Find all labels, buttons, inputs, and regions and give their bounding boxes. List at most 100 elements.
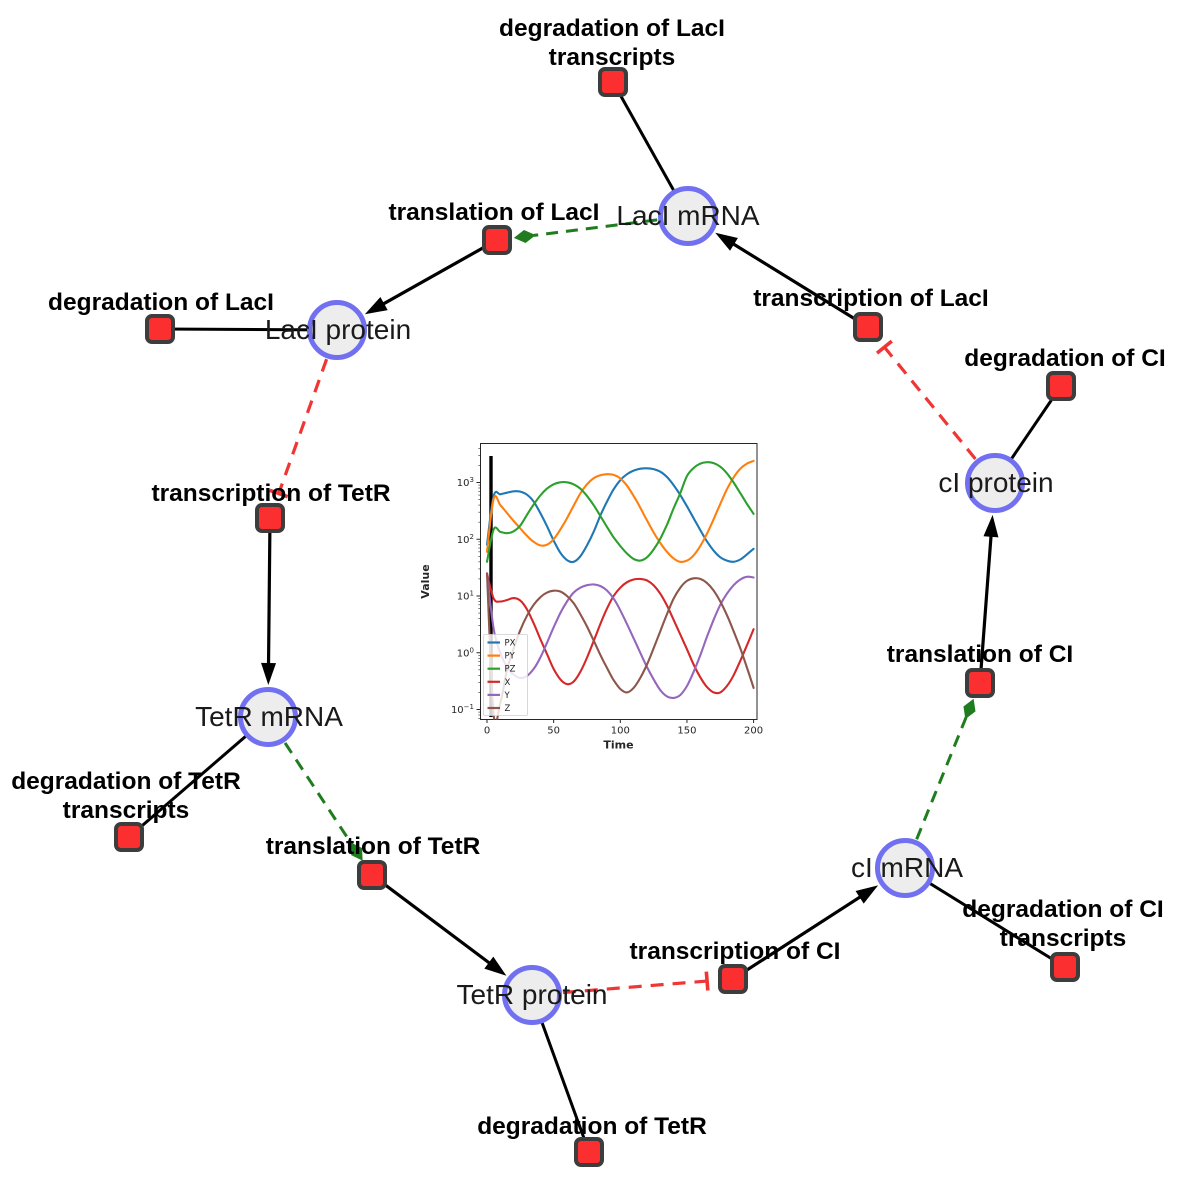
reaction-label-line: transcription of TetR	[151, 480, 390, 507]
simulation-plot: 0 50 100 150 20010−1100101102103TimeValuePXP…	[419, 436, 775, 766]
edge-production-tln_ci-to-ci_protein	[978, 528, 994, 684]
edge-production-txn_laci-to-laci_mrna	[726, 238, 869, 329]
edge-production-txn_ci-to-ci_mrna	[732, 891, 868, 981]
edge-production-tln_tetr-to-tetr_protein	[371, 873, 497, 969]
labels-layer: LacI mRNA LacI protein TetR mRNA TetR prote…	[11, 15, 1166, 1140]
series-Z	[485, 572, 755, 720]
reaction-label-line: translation of TetR	[266, 833, 481, 860]
y-tick-exponent: 3	[470, 476, 474, 484]
edge-inhibition-tetr_protein-to-txn_ci	[562, 979, 708, 995]
legend-entry-X: X	[505, 678, 511, 688]
y-tick-base: 10	[457, 478, 470, 489]
y-tick-label-10e0: 100	[457, 646, 474, 659]
y-tick-exponent: −1	[464, 703, 474, 711]
reaction-label-line: degradation of LacI	[499, 15, 725, 42]
reaction-node-tln_tetr[interactable]	[357, 860, 387, 890]
edge-modifier-ci_mrna-to-tln_ci-diamond-head	[963, 698, 976, 720]
y-tick-base: 10	[451, 705, 464, 716]
y-tick-base: 10	[457, 535, 470, 546]
y-tick-label-10e3: 103	[457, 476, 474, 489]
legend-entry-PX: PX	[505, 639, 516, 649]
plot-legend: PX PY PZ XYZ	[483, 634, 528, 716]
x-tick-label-150: 150	[677, 726, 696, 737]
edge-consumption-tetr_mrna-to-deg_tetr_tx	[128, 715, 269, 839]
nodes-layer	[114, 67, 1080, 1167]
reaction-label-tln_laci: translation of LacI	[388, 199, 599, 226]
reaction-node-deg_tetr_tx[interactable]	[114, 822, 144, 852]
reaction-label-line: transcripts	[549, 44, 676, 71]
reaction-label-txn_ci: transcription of CI	[630, 938, 841, 965]
reaction-label-line: translation of CI	[887, 641, 1073, 668]
reaction-node-deg_laci[interactable]	[145, 314, 175, 344]
reaction-label-line: degradation of CI	[962, 896, 1163, 923]
edge-production-tln_tetr-to-tetr_protein-arrowhead	[484, 956, 507, 976]
y-tick-base: 10	[457, 648, 470, 659]
reaction-label-line: degradation of TetR	[477, 1113, 707, 1140]
reaction-node-txn_tetr[interactable]	[255, 503, 285, 533]
legend-entry-Z: Z	[505, 704, 511, 714]
reaction-node-tln_laci[interactable]	[482, 225, 512, 255]
species-label-ci_mrna: cI mRNA	[851, 852, 963, 883]
species-label-laci_protein: LacI protein	[265, 314, 411, 345]
edge-consumption-ci_mrna-to-deg_ci_tx	[904, 866, 1066, 969]
y-axis-label: Value	[419, 564, 432, 598]
reaction-label-txn_tetr: transcription of TetR	[151, 480, 390, 507]
reaction-node-deg_ci_tx[interactable]	[1050, 952, 1080, 982]
species-node-tetr_mrna[interactable]	[238, 687, 298, 747]
reaction-node-deg_tetr[interactable]	[574, 1137, 604, 1167]
reaction-node-txn_ci[interactable]	[718, 964, 748, 994]
species-label-ci_protein: cI protein	[938, 467, 1053, 498]
reaction-label-line: degradation of CI	[964, 345, 1165, 372]
species-node-laci_protein[interactable]	[307, 300, 367, 360]
species-node-ci_mrna[interactable]	[875, 838, 935, 898]
reaction-label-line: degradation of LacI	[48, 289, 274, 316]
edge-production-tln_laci-to-laci_protein-arrowhead	[364, 296, 388, 315]
reaction-label-deg_ci: degradation of CI	[964, 345, 1165, 372]
reaction-label-line: translation of LacI	[388, 199, 599, 226]
edge-modifier-laci_mrna-to-tln_laci	[533, 218, 658, 237]
edge-inhibition-ci_protein-to-txn_laci	[883, 346, 977, 460]
edge-production-txn_tetr-to-tetr_mrna-arrowhead	[261, 662, 277, 686]
reaction-label-line: degradation of TetR	[11, 768, 241, 795]
edge-production-txn_tetr-to-tetr_mrna	[266, 517, 272, 672]
edge-inhibition-tetr_protein-to-txn_ci-tee-head	[704, 971, 710, 991]
reaction-label-line: transcripts	[63, 797, 190, 824]
reaction-label-line: transcripts	[1000, 925, 1127, 952]
edge-production-tln_ci-to-ci_protein-arrowhead	[983, 514, 999, 538]
reaction-label-deg_tetr: degradation of TetR	[477, 1113, 707, 1140]
species-node-tetr_protein[interactable]	[502, 965, 562, 1025]
y-tick-label-10e1: 101	[457, 590, 474, 603]
y-tick-base: 10	[457, 592, 470, 603]
edge-inhibition-laci_protein-to-txn_tetr	[277, 358, 329, 495]
edge-modifier-tetr_mrna-to-tln_tetr-diamond-head	[350, 842, 363, 861]
series-Y	[485, 572, 755, 700]
x-tick-label-100: 100	[611, 726, 630, 737]
reaction-node-txn_laci[interactable]	[853, 312, 883, 342]
species-label-tetr_mrna: TetR mRNA	[195, 701, 343, 732]
reaction-label-deg_ci_tx: degradation of CI transcripts	[962, 896, 1163, 952]
series-PZ	[485, 461, 755, 563]
legend-entry-Y: Y	[504, 691, 511, 701]
edge-production-txn_laci-to-laci_mrna-arrowhead	[715, 232, 738, 251]
reaction-node-deg_laci_tx[interactable]	[598, 67, 628, 97]
species-node-laci_mrna[interactable]	[658, 186, 718, 246]
plot-background	[423, 436, 775, 766]
legend-entry-PZ: PZ	[505, 665, 516, 675]
edge-modifier-ci_mrna-to-tln_ci	[915, 716, 968, 840]
reaction-label-txn_laci: transcription of LacI	[753, 285, 989, 312]
reaction-label-deg_laci: degradation of LacI	[48, 289, 274, 316]
species-node-ci_protein[interactable]	[965, 453, 1025, 513]
legend-entry-PY: PY	[505, 652, 516, 662]
reaction-node-tln_ci[interactable]	[965, 668, 995, 698]
reaction-label-tln_tetr: translation of TetR	[266, 833, 481, 860]
edge-inhibition-laci_protein-to-txn_tetr-tee-head	[269, 488, 289, 499]
reaction-label-deg_laci_tx: degradation of LacI transcripts	[499, 15, 725, 71]
reaction-node-deg_ci[interactable]	[1046, 371, 1076, 401]
series-X	[485, 572, 755, 695]
x-tick-label-50: 50	[547, 726, 560, 737]
y-tick-exponent: 1	[470, 590, 474, 598]
y-tick-label-10e-1: 10−1	[451, 703, 474, 716]
y-tick-label-10e2: 102	[457, 533, 474, 546]
